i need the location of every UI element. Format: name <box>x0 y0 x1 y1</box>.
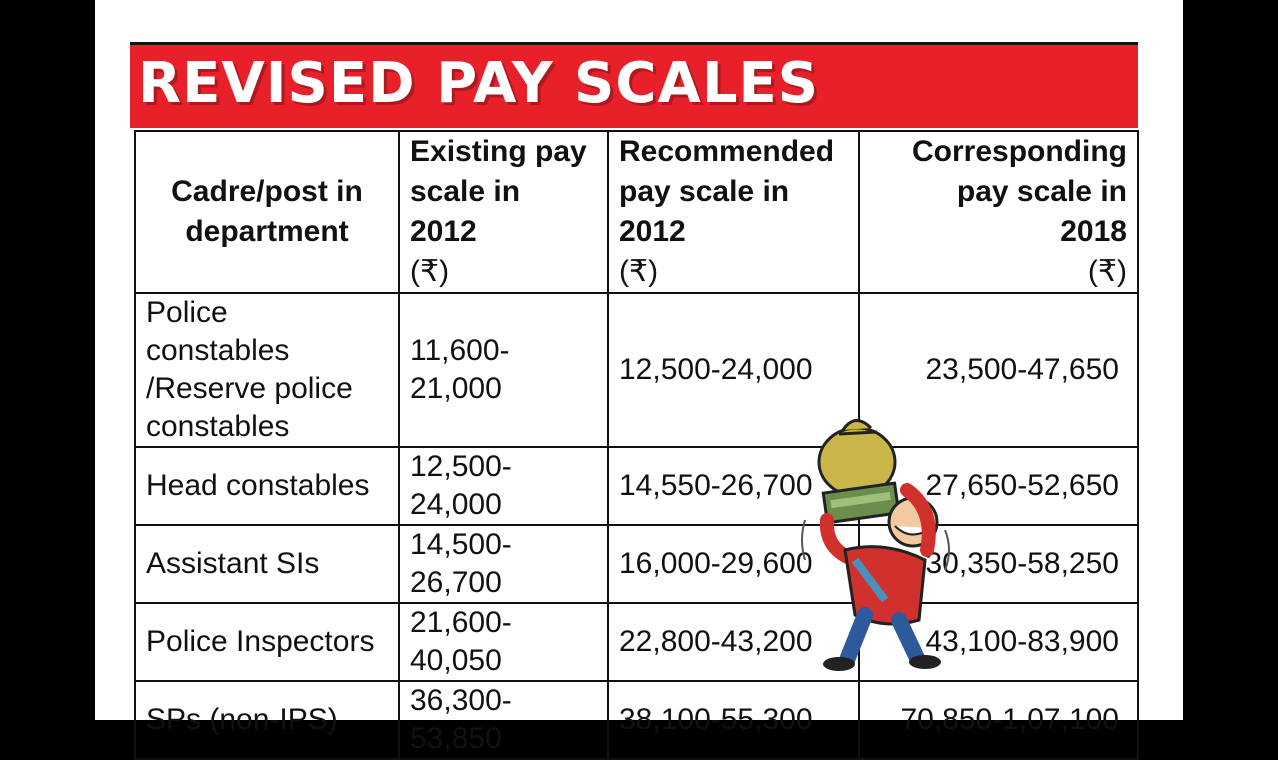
cadre-cell: SPs (non-IPS) <box>134 680 400 760</box>
existing-cell: 12,500-24,000 <box>398 446 609 526</box>
corresponding-cell: 70,850-1,07,100 <box>858 680 1139 760</box>
cadre-cell: Assistant SIs <box>134 524 400 604</box>
recommended-cell: 38,100-55,300 <box>607 680 860 760</box>
cadre-cell: Police constables /Reserve police consta… <box>134 292 400 448</box>
header-existing-unit: (₹) <box>410 255 450 288</box>
article-image: REVISED PAY SCALES Cadre/post in departm… <box>95 0 1183 760</box>
cadre-cell: Police Inspectors <box>134 602 400 682</box>
recommended-cell: 22,800-43,200 <box>607 602 860 682</box>
corresponding-cell: 23,500-47,650 <box>858 292 1139 448</box>
table-header-row: Cadre/post in department Existing pay sc… <box>134 130 1139 294</box>
corresponding-cell: 43,100-83,900 <box>858 602 1139 682</box>
page-title: REVISED PAY SCALES <box>138 51 820 116</box>
table-row: Head constables 12,500-24,000 14,550-26,… <box>134 446 1139 526</box>
recommended-cell: 12,500-24,000 <box>607 292 860 448</box>
table-row: Assistant SIs 14,500-26,700 16,000-29,60… <box>134 524 1139 604</box>
header-recommended-unit: (₹) <box>619 255 659 288</box>
title-banner: REVISED PAY SCALES <box>130 42 1138 128</box>
recommended-cell: 16,000-29,600 <box>607 524 860 604</box>
header-corresponding: Corresponding pay scale in 2018 (₹) <box>858 130 1139 294</box>
header-cadre: Cadre/post in department <box>134 130 400 294</box>
money-bag-man-illustration <box>801 419 950 671</box>
pay-scale-table: Cadre/post in department Existing pay sc… <box>134 130 1139 760</box>
existing-cell: 14,500-26,700 <box>398 524 609 604</box>
table-row: Police constables /Reserve police consta… <box>134 292 1139 448</box>
header-corresponding-unit: (₹) <box>1087 255 1127 288</box>
header-existing: Existing pay scale in 2012 (₹) <box>398 130 609 294</box>
table-row: Police Inspectors 21,600-40,050 22,800-4… <box>134 602 1139 682</box>
existing-cell: 36,300-53,850 <box>398 680 609 760</box>
existing-cell: 11,600-21,000 <box>398 292 609 448</box>
table-row: SPs (non-IPS) 36,300-53,850 38,100-55,30… <box>134 680 1139 760</box>
header-recommended: Recommended pay scale in 2012 (₹) <box>607 130 860 294</box>
existing-cell: 21,600-40,050 <box>398 602 609 682</box>
cadre-cell: Head constables <box>134 446 400 526</box>
